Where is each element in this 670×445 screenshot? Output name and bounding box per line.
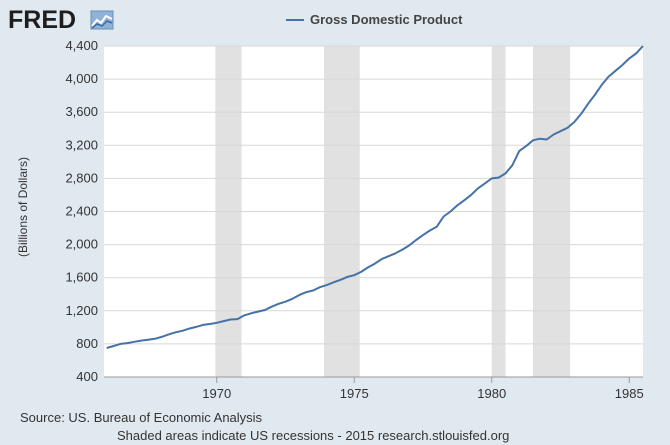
x-tick-label: 1985 <box>615 386 644 401</box>
legend-swatch <box>286 18 304 21</box>
y-tick-label: 1,200 <box>65 303 98 318</box>
y-tick-label: 1,600 <box>65 270 98 285</box>
y-tick-label: 400 <box>76 369 98 384</box>
x-tick-label: 1970 <box>202 386 231 401</box>
chart-legend: Gross Domestic Product <box>286 12 462 27</box>
y-tick-label: 2,400 <box>65 204 98 219</box>
fred-logo: FRED <box>8 6 77 34</box>
legend-label: Gross Domestic Product <box>310 12 463 27</box>
recession-footnote: Shaded areas indicate US recessions - 20… <box>117 428 510 443</box>
x-tick-label: 1975 <box>340 386 369 401</box>
y-tick-label: 4,000 <box>65 71 98 86</box>
x-tick-label: 1980 <box>477 386 506 401</box>
y-tick-label: 800 <box>76 336 98 351</box>
y-tick-label: 4,400 <box>65 38 98 53</box>
series-line-gdp <box>106 45 644 349</box>
y-tick-label: 2,000 <box>65 237 98 252</box>
y-tick-label: 3,600 <box>65 104 98 119</box>
y-tick-label: 2,800 <box>65 170 98 185</box>
line-chart-icon <box>90 10 114 30</box>
source-note: Source: US. Bureau of Economic Analysis <box>20 410 263 425</box>
y-tick-label: 3,200 <box>65 137 98 152</box>
